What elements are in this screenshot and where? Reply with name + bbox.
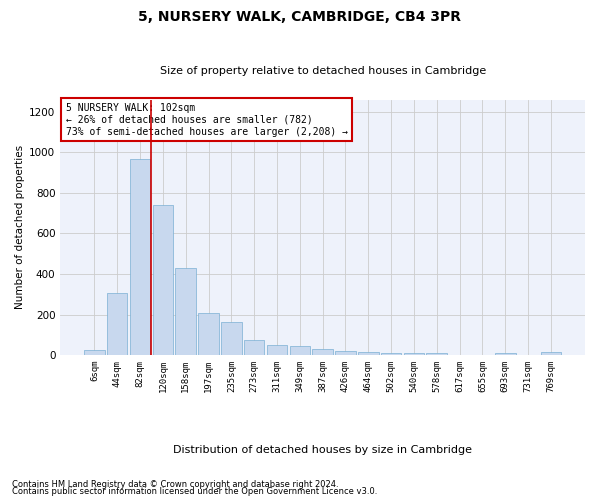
- Bar: [221, 322, 242, 355]
- Bar: [175, 268, 196, 355]
- Bar: [267, 346, 287, 355]
- Bar: [335, 352, 356, 355]
- Bar: [427, 353, 447, 355]
- Y-axis label: Number of detached properties: Number of detached properties: [15, 145, 25, 310]
- X-axis label: Distribution of detached houses by size in Cambridge: Distribution of detached houses by size …: [173, 445, 472, 455]
- Text: 5 NURSERY WALK: 102sqm
← 26% of detached houses are smaller (782)
73% of semi-de: 5 NURSERY WALK: 102sqm ← 26% of detached…: [65, 104, 347, 136]
- Text: 5, NURSERY WALK, CAMBRIDGE, CB4 3PR: 5, NURSERY WALK, CAMBRIDGE, CB4 3PR: [139, 10, 461, 24]
- Bar: [541, 352, 561, 355]
- Bar: [381, 353, 401, 355]
- Bar: [130, 160, 151, 355]
- Bar: [404, 353, 424, 355]
- Bar: [358, 352, 379, 355]
- Bar: [84, 350, 104, 355]
- Text: Contains HM Land Registry data © Crown copyright and database right 2024.: Contains HM Land Registry data © Crown c…: [12, 480, 338, 489]
- Bar: [290, 346, 310, 355]
- Bar: [107, 293, 127, 355]
- Bar: [198, 312, 219, 355]
- Bar: [313, 349, 333, 355]
- Text: Contains public sector information licensed under the Open Government Licence v3: Contains public sector information licen…: [12, 487, 377, 496]
- Bar: [244, 340, 265, 355]
- Bar: [152, 205, 173, 355]
- Bar: [495, 352, 515, 355]
- Title: Size of property relative to detached houses in Cambridge: Size of property relative to detached ho…: [160, 66, 486, 76]
